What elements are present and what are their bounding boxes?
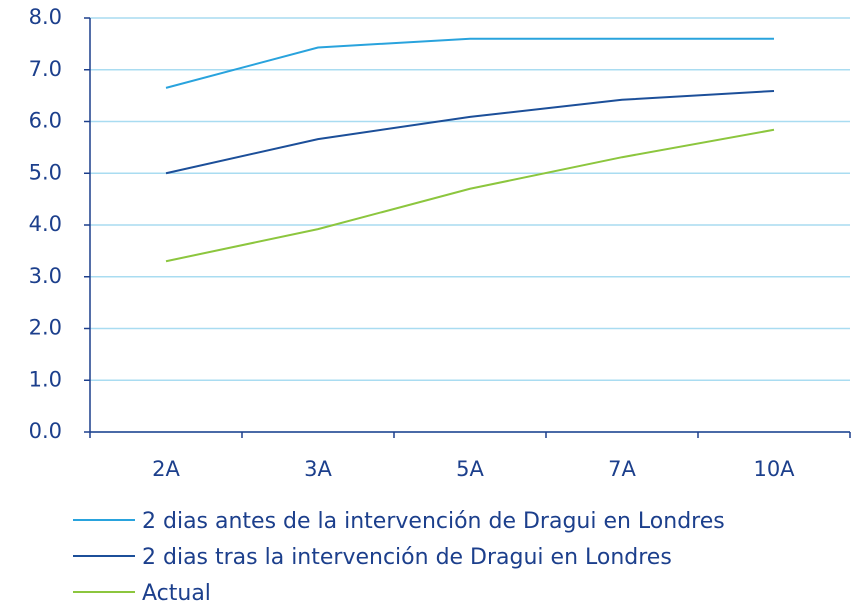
legend-label: 2 dias tras la intervención de Dragui en… (142, 545, 672, 570)
legend-label: 2 dias antes de la intervención de Dragu… (142, 509, 725, 534)
y-tick-label: 5.0 (29, 160, 62, 184)
y-tick-label: 7.0 (29, 57, 62, 81)
x-tick-label: 3A (304, 457, 332, 481)
x-tick-label: 5A (456, 457, 484, 481)
y-tick-label: 2.0 (29, 316, 62, 340)
x-tick-label: 10A (753, 457, 795, 481)
y-tick-label: 1.0 (29, 367, 62, 391)
series-line (165, 89, 775, 175)
series-line (165, 128, 775, 263)
y-tick-label: 3.0 (29, 264, 62, 288)
legend-label: Actual (142, 581, 211, 606)
y-tick-label: 6.0 (29, 109, 62, 133)
x-tick-label: 2A (152, 457, 180, 481)
y-tick-label: 0.0 (29, 419, 62, 443)
series-line (165, 37, 774, 89)
x-tick-label: 7A (608, 457, 636, 481)
y-tick-label: 8.0 (29, 5, 62, 29)
y-tick-label: 4.0 (29, 212, 62, 236)
